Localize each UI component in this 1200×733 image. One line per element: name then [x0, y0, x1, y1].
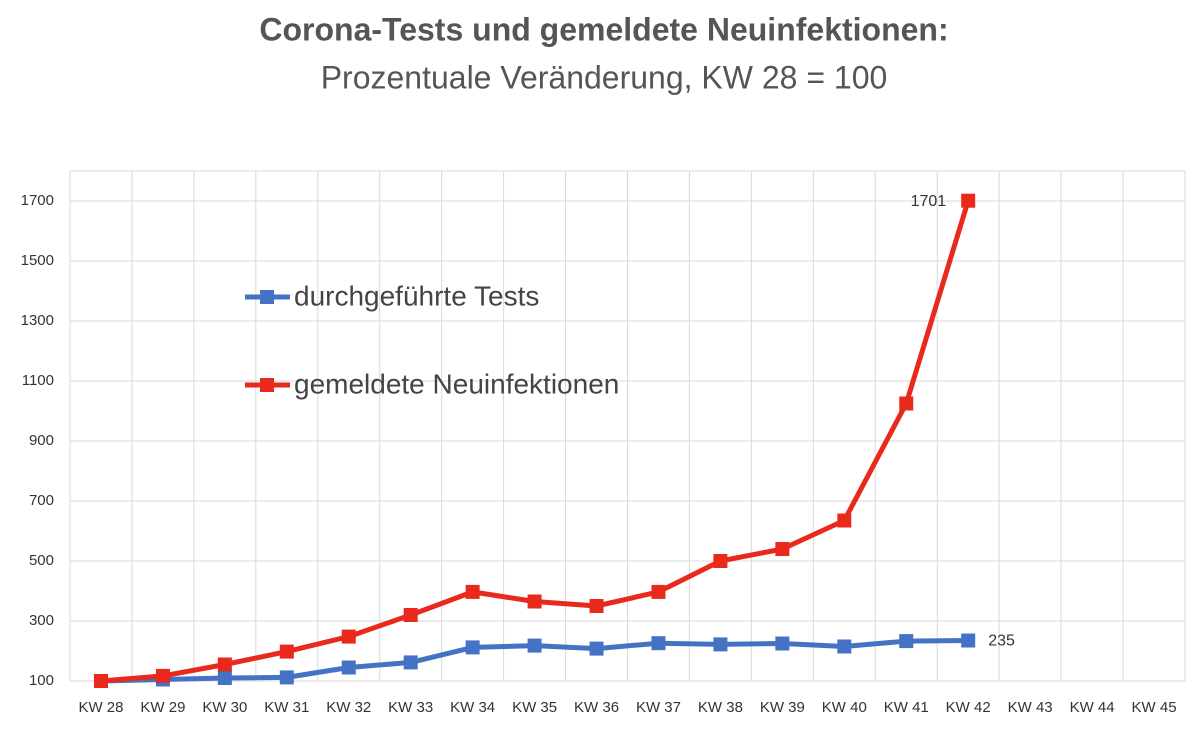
data-label: 1701 [911, 193, 947, 210]
marker [403, 608, 418, 622]
x-tick-label: KW 31 [264, 699, 309, 716]
y-tick-label: 500 [29, 552, 54, 569]
x-tick-label: KW 34 [450, 699, 495, 716]
marker [589, 599, 604, 613]
marker [279, 644, 294, 659]
y-tick-label: 700 [29, 492, 54, 509]
marker [465, 584, 480, 599]
x-tick-label: KW 45 [1132, 699, 1177, 716]
marker [155, 668, 170, 683]
y-tick-label: 1500 [21, 252, 54, 269]
marker [341, 629, 356, 644]
x-tick-label: KW 36 [574, 699, 619, 716]
marker [279, 670, 294, 685]
marker [527, 638, 542, 653]
x-tick-label: KW 33 [388, 699, 433, 716]
x-tick-label: KW 44 [1070, 699, 1115, 716]
x-tick-label: KW 40 [822, 699, 867, 716]
x-tick-label: KW 37 [636, 699, 681, 716]
y-tick-label: 1100 [22, 372, 54, 389]
marker [217, 657, 232, 672]
marker [775, 542, 790, 556]
marker [217, 671, 232, 685]
marker [961, 633, 976, 648]
x-tick-label: KW 39 [760, 699, 805, 716]
data-label: 235 [988, 633, 1015, 650]
y-tick-label: 900 [29, 432, 54, 449]
marker [651, 636, 666, 651]
marker [899, 634, 914, 649]
legend-label: gemeldete Neuinfektionen [294, 368, 619, 399]
chart-subtitle: Prozentuale Veränderung, KW 28 = 100 [321, 59, 888, 95]
marker [837, 513, 852, 528]
chart-title: Corona-Tests und gemeldete Neuinfektione… [259, 11, 948, 47]
x-tick-label: KW 32 [326, 699, 371, 716]
y-tick-label: 100 [29, 672, 54, 689]
marker [713, 554, 728, 568]
legend-label: durchgeführte Tests [294, 280, 539, 311]
y-tick-label: 300 [29, 612, 54, 629]
y-tick-label: 1300 [21, 312, 54, 329]
x-tick-label: KW 42 [946, 699, 991, 716]
marker [93, 674, 108, 688]
marker [651, 584, 666, 599]
marker [713, 637, 728, 652]
x-tick-label: KW 28 [78, 699, 123, 716]
x-tick-label: KW 29 [140, 699, 185, 716]
legend-marker [260, 378, 274, 392]
marker [837, 639, 852, 654]
marker [961, 193, 976, 208]
y-tick-label: 1700 [21, 192, 54, 209]
marker [527, 594, 542, 609]
x-tick-label: KW 35 [512, 699, 557, 716]
marker [899, 396, 914, 411]
marker [341, 660, 356, 675]
x-tick-label: KW 38 [698, 699, 743, 716]
x-tick-label: KW 43 [1008, 699, 1053, 716]
x-tick-label: KW 30 [202, 699, 247, 716]
marker [775, 636, 790, 651]
marker [465, 640, 480, 655]
x-tick-label: KW 41 [884, 699, 929, 716]
legend-marker [260, 290, 274, 304]
marker [403, 655, 418, 670]
marker [589, 641, 604, 656]
